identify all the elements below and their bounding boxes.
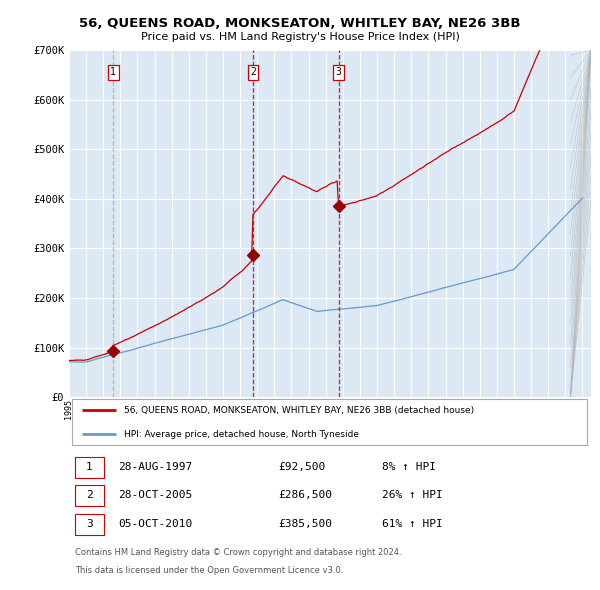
Text: 56, QUEENS ROAD, MONKSEATON, WHITLEY BAY, NE26 3BB: 56, QUEENS ROAD, MONKSEATON, WHITLEY BAY… <box>79 17 521 30</box>
Text: 1: 1 <box>86 461 93 471</box>
FancyBboxPatch shape <box>75 514 104 535</box>
Text: 26% ↑ HPI: 26% ↑ HPI <box>382 490 443 500</box>
Text: 28-AUG-1997: 28-AUG-1997 <box>119 461 193 471</box>
Text: 61% ↑ HPI: 61% ↑ HPI <box>382 519 443 529</box>
Text: 05-OCT-2010: 05-OCT-2010 <box>119 519 193 529</box>
Text: 8% ↑ HPI: 8% ↑ HPI <box>382 461 436 471</box>
Text: This data is licensed under the Open Government Licence v3.0.: This data is licensed under the Open Gov… <box>75 566 344 575</box>
Text: HPI: Average price, detached house, North Tyneside: HPI: Average price, detached house, Nort… <box>124 430 359 439</box>
Text: 28-OCT-2005: 28-OCT-2005 <box>119 490 193 500</box>
Text: 2: 2 <box>250 67 256 77</box>
FancyBboxPatch shape <box>71 399 587 445</box>
Text: £286,500: £286,500 <box>278 490 332 500</box>
Text: £92,500: £92,500 <box>278 461 325 471</box>
Text: 3: 3 <box>86 519 93 529</box>
Text: £385,500: £385,500 <box>278 519 332 529</box>
Text: Contains HM Land Registry data © Crown copyright and database right 2024.: Contains HM Land Registry data © Crown c… <box>75 548 402 557</box>
FancyBboxPatch shape <box>75 457 104 477</box>
FancyBboxPatch shape <box>75 486 104 506</box>
Text: 56, QUEENS ROAD, MONKSEATON, WHITLEY BAY, NE26 3BB (detached house): 56, QUEENS ROAD, MONKSEATON, WHITLEY BAY… <box>124 406 474 415</box>
Text: Price paid vs. HM Land Registry's House Price Index (HPI): Price paid vs. HM Land Registry's House … <box>140 32 460 41</box>
Text: 2: 2 <box>86 490 93 500</box>
Text: 1: 1 <box>110 67 116 77</box>
Text: 3: 3 <box>335 67 341 77</box>
